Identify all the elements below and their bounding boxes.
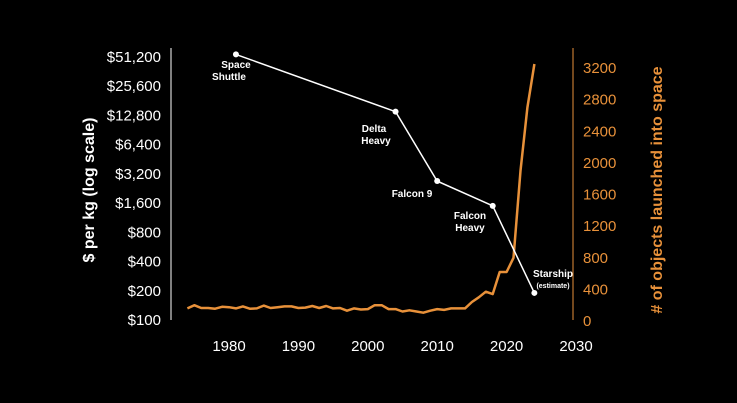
left-tick-labels: $100 $200 $400 $800 $1,600 $3,200 $6,400 $12,80… xyxy=(107,49,161,329)
left-axis-title: $ per kg (log scale) xyxy=(81,118,98,263)
left-tick-label: $6,400 xyxy=(115,137,161,154)
left-tick-label: $100 xyxy=(128,312,161,329)
right-tick-label: 2800 xyxy=(583,92,616,109)
point-note: (estimate) xyxy=(536,283,569,290)
left-tick-label: $800 xyxy=(128,224,161,241)
cost-per-kg-line xyxy=(235,53,536,294)
cost-point xyxy=(392,108,399,115)
x-tick-label: 2000 xyxy=(351,338,384,355)
x-tick-label: 2020 xyxy=(490,338,523,355)
left-tick-label: $3,200 xyxy=(115,166,161,183)
right-tick-label: 400 xyxy=(583,281,608,298)
point-label: Falcon xyxy=(454,211,486,222)
point-label: Space xyxy=(221,60,251,71)
x-tick-label: 1990 xyxy=(282,338,315,355)
left-tick-label: $1,600 xyxy=(115,195,161,212)
right-tick-label: 1200 xyxy=(583,218,616,235)
point-label: Delta xyxy=(362,124,387,135)
right-tick-labels: 0 400 800 1200 1600 2000 2400 2800 3200 xyxy=(583,60,616,330)
right-tick-label: 3200 xyxy=(583,60,616,77)
right-tick-label: 1600 xyxy=(583,187,616,204)
point-label: Heavy xyxy=(455,223,485,234)
x-tick-label: 2030 xyxy=(559,338,592,355)
point-label: Starship xyxy=(533,269,573,280)
right-tick-label: 2000 xyxy=(583,155,616,172)
left-tick-label: $400 xyxy=(128,254,161,271)
x-tick-labels: 1980 1990 2000 2010 2020 2030 xyxy=(212,338,592,355)
left-tick-label: $12,800 xyxy=(107,107,161,124)
axes-lines xyxy=(170,48,574,320)
right-tick-label: 2400 xyxy=(583,123,616,140)
left-tick-label: $200 xyxy=(128,283,161,300)
x-tick-label: 1980 xyxy=(212,338,245,355)
cost-per-kg-series xyxy=(232,51,538,296)
point-label: Falcon 9 xyxy=(392,189,433,200)
left-tick-label: $51,200 xyxy=(107,49,161,66)
point-label: Shuttle xyxy=(212,72,246,83)
right-axis-title: # of objects launched into space xyxy=(649,66,666,313)
right-tick-label: 800 xyxy=(583,250,608,267)
right-tick-label: 0 xyxy=(583,313,591,330)
objects-launched-series xyxy=(186,63,536,314)
point-label: Heavy xyxy=(361,136,391,147)
cost-point xyxy=(489,202,496,209)
left-tick-label: $25,600 xyxy=(107,78,161,95)
cost-point xyxy=(434,178,441,185)
x-tick-label: 2010 xyxy=(421,338,454,355)
cost-point xyxy=(531,289,538,296)
cost-point xyxy=(232,51,239,58)
objects-launched-line xyxy=(186,63,536,314)
